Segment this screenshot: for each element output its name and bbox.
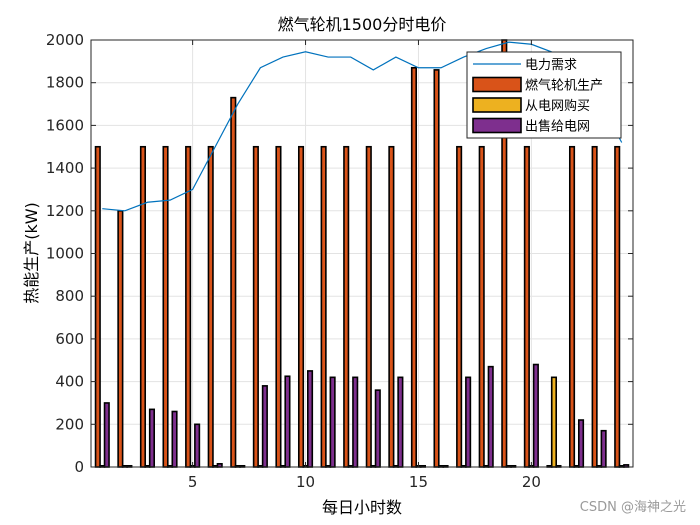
bar-3-9	[284, 375, 291, 468]
y-tick-label: 600	[55, 330, 84, 348]
bar-1-14	[388, 145, 395, 468]
legend-label: 出售给电网	[525, 119, 590, 135]
watermark: CSDN @海神之光	[580, 500, 686, 515]
x-tick-label: 15	[409, 473, 428, 491]
bar-3-11	[329, 376, 336, 468]
bar-1-2	[117, 210, 124, 468]
bar-3-3	[148, 408, 156, 468]
bar-1-7	[230, 96, 237, 468]
bar-1-3	[139, 145, 147, 468]
y-axis-label: 热能生产(kW)	[22, 202, 41, 304]
bar-3-18	[487, 365, 494, 468]
x-tick-label: 20	[522, 473, 541, 491]
legend-label: 从电网购买	[525, 98, 590, 114]
x-tick-label: 5	[188, 473, 198, 491]
bar-1-12	[343, 145, 350, 468]
bar-1-10	[297, 145, 305, 468]
bar-3-5	[194, 423, 201, 468]
legend-swatch-2	[472, 97, 522, 113]
bar-3-13	[374, 389, 381, 468]
y-tick-label: 1600	[46, 116, 84, 134]
demand-line	[102, 41, 623, 212]
x-tick-label: 10	[296, 473, 315, 491]
bar-1-5	[185, 145, 192, 468]
legend-label: 电力需求	[525, 58, 577, 73]
y-tick-label: 1800	[46, 74, 84, 92]
bar-1-15	[410, 66, 418, 468]
bar-1-8	[252, 145, 259, 468]
bar-1-22	[568, 145, 576, 468]
bar-1-13	[365, 145, 372, 468]
bar-3-8	[261, 385, 268, 468]
y-tick-label: 200	[55, 415, 84, 433]
legend-swatch-1	[472, 76, 522, 93]
bar-3-10	[306, 370, 314, 468]
bar-1-18	[478, 145, 485, 468]
bar-3-14	[397, 376, 404, 468]
bar-1-1	[94, 145, 101, 468]
y-tick-label: 1400	[46, 159, 84, 177]
y-tick-label: 1000	[46, 245, 84, 263]
bar-3-22	[577, 419, 585, 468]
legend-label: 燃气轮机生产	[525, 78, 603, 94]
bar-1-4	[162, 145, 169, 468]
bar-1-11	[320, 145, 327, 468]
y-tick-label: 0	[74, 458, 84, 476]
bar-1-24	[614, 145, 621, 468]
bar-3-4	[171, 410, 178, 468]
y-tick-label: 800	[55, 287, 84, 305]
bar-3-1	[103, 402, 110, 468]
y-tick-label: 400	[55, 373, 84, 391]
bar-3-20	[532, 363, 539, 468]
bar-3-12	[352, 376, 359, 468]
x-axis-label: 每日小时数	[322, 498, 402, 517]
legend-swatch-3	[472, 117, 522, 134]
bar-3-23	[600, 429, 607, 468]
axis-ticks: 0 200 400 600 800 1000 1200 1400 1600 1800 2000 5 10…	[46, 31, 633, 491]
bar-1-17	[456, 145, 463, 468]
bar-1-16	[433, 69, 440, 468]
y-tick-label: 1200	[46, 202, 84, 220]
bar-1-20	[523, 145, 530, 468]
line-series	[102, 41, 623, 212]
y-tick-label: 2000	[46, 31, 84, 49]
chart-title: 燃气轮机1500分时电价	[278, 15, 447, 34]
bar-1-23	[591, 145, 598, 468]
bar-3-17	[465, 376, 472, 468]
bar-2-21	[550, 376, 558, 468]
bar-1-9	[275, 145, 282, 468]
bar-1-6	[207, 145, 214, 468]
